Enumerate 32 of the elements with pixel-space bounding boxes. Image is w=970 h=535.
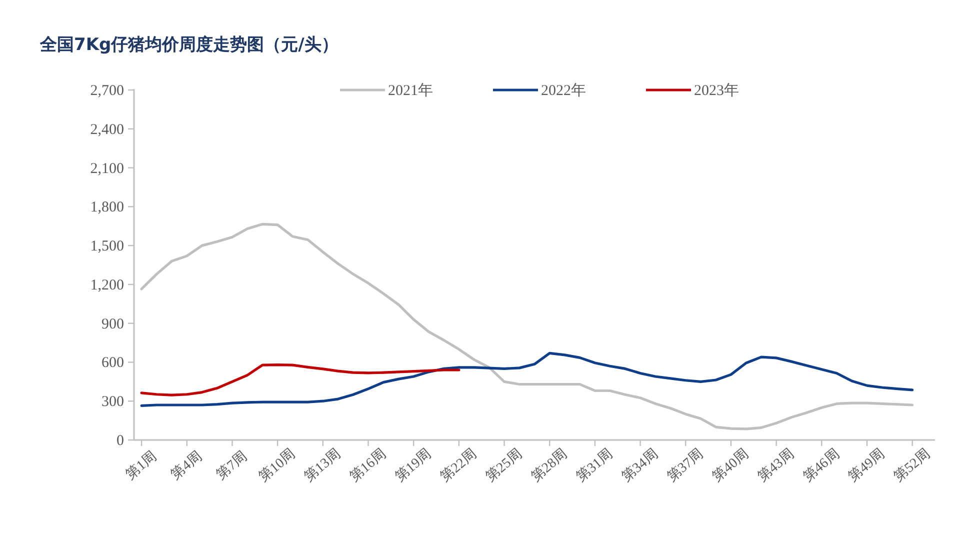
- x-tick-label: 第10周: [256, 446, 298, 486]
- y-tick-label: 1,200: [90, 277, 124, 294]
- x-tick-label: 第1周: [122, 448, 160, 483]
- y-tick-label: 900: [102, 316, 124, 332]
- x-tick-label: 第40周: [709, 446, 752, 486]
- x-tick-label: 第13周: [301, 446, 344, 486]
- x-tick-label: 第19周: [392, 446, 434, 486]
- x-tick-label: 第46周: [800, 446, 843, 486]
- x-tick-label: 第49周: [845, 446, 888, 486]
- y-tick-label: 1,800: [90, 200, 124, 216]
- y-tick-label: 2,700: [90, 83, 124, 99]
- x-tick-label: 第34周: [618, 446, 662, 486]
- x-tick-label: 第52周: [890, 446, 934, 486]
- x-tick-label: 第25周: [482, 446, 526, 486]
- x-tick-label: 第22周: [437, 446, 480, 486]
- legend-label: 2022年: [541, 82, 586, 99]
- chart-title: 全国7Kg仔猪均价周度走势图（元/头）: [39, 35, 338, 55]
- y-tick-label: 2,400: [90, 122, 124, 138]
- x-tick-label: 第37周: [664, 446, 707, 486]
- x-tick-label: 第28周: [528, 446, 571, 486]
- x-tick-label: 第7周: [213, 448, 250, 483]
- y-tick-label: 0: [116, 433, 124, 449]
- y-tick-label: 2,100: [90, 160, 124, 177]
- x-tick-label: 第31周: [573, 446, 616, 486]
- x-tick-label: 第4周: [168, 448, 206, 483]
- y-tick-label: 1,500: [90, 238, 124, 255]
- y-tick-label: 600: [102, 355, 124, 372]
- x-tick-label: 第16周: [346, 446, 390, 486]
- y-tick-label: 300: [102, 394, 124, 410]
- legend-label: 2021年: [388, 82, 433, 99]
- x-tick-label: 第43周: [754, 446, 798, 486]
- legend-label: 2023年: [694, 82, 739, 99]
